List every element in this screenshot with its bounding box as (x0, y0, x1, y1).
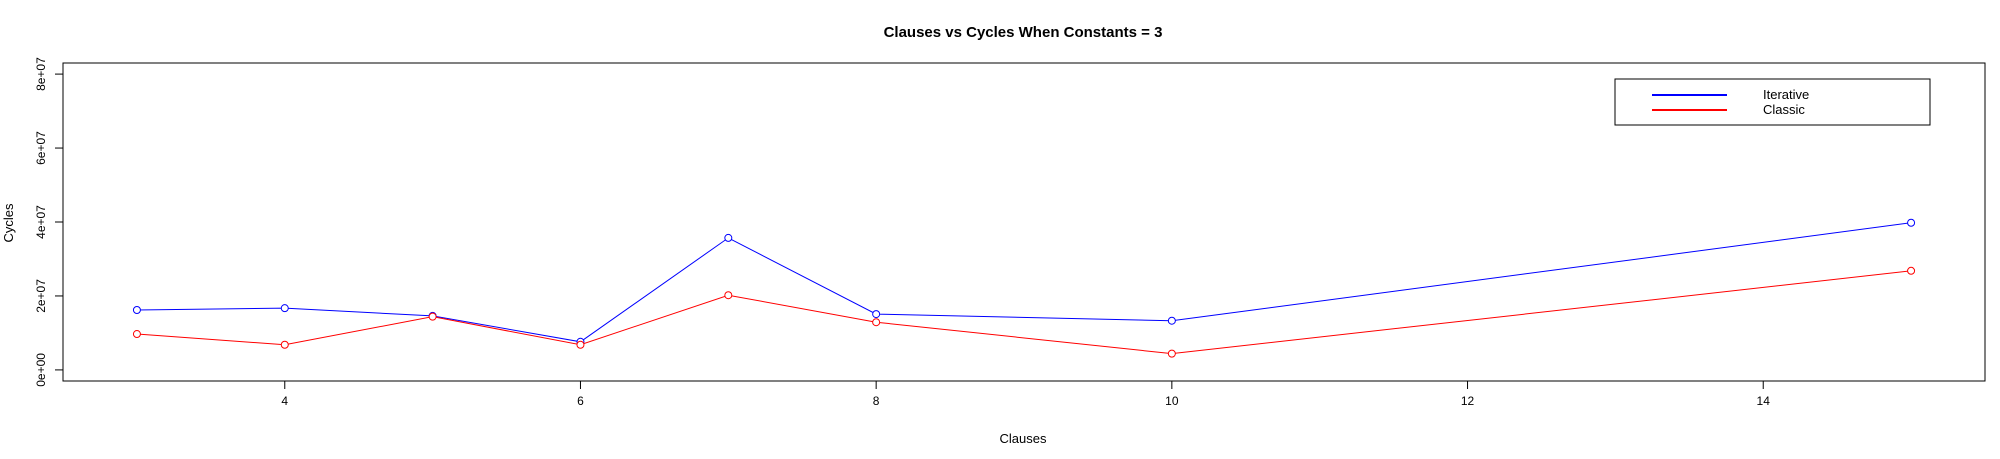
data-point-classic (872, 318, 881, 327)
data-point-classic (1907, 266, 1916, 275)
x-axis: 4 6 8 10 12 14 (281, 381, 1770, 408)
x-axis-title: Clauses (1000, 431, 1047, 446)
series-layer (132, 218, 1916, 358)
data-point-iterative (872, 310, 881, 319)
data-point-classic (576, 340, 585, 349)
y-tick-label: 8e+07 (34, 57, 48, 91)
y-axis: 0e+00 2e+07 4e+07 6e+07 8e+07 (34, 57, 63, 387)
data-point-classic (428, 312, 437, 321)
y-tick-label: 4e+07 (34, 205, 48, 239)
data-point-classic (1167, 349, 1176, 358)
data-point-iterative (132, 306, 141, 315)
y-tick-label: 6e+07 (34, 131, 48, 165)
y-tick-label: 2e+07 (34, 279, 48, 313)
legend-label: Iterative (1763, 87, 1809, 102)
series-line-classic (136, 270, 1912, 355)
legend-box (1614, 78, 1931, 126)
data-point-iterative (280, 304, 289, 313)
data-point-iterative (1907, 218, 1916, 227)
y-axis-title: Cycles (1, 203, 16, 243)
y-tick-label: 0e+00 (34, 353, 48, 387)
x-tick-label: 8 (873, 394, 880, 408)
chart-title: Clauses vs Cycles When Constants = 3 (884, 24, 1163, 41)
data-point-iterative (724, 233, 733, 242)
x-tick-label: 10 (1165, 394, 1179, 408)
x-tick-label: 14 (1757, 394, 1771, 408)
legend-label: Classic (1763, 102, 1805, 117)
data-point-classic (724, 291, 733, 300)
data-point-classic (132, 330, 141, 339)
x-tick-label: 6 (577, 394, 584, 408)
series-line-iterative (136, 222, 1912, 343)
data-point-iterative (1167, 316, 1176, 325)
x-tick-label: 4 (281, 394, 288, 408)
x-tick-label: 12 (1461, 394, 1475, 408)
data-point-classic (280, 340, 289, 349)
